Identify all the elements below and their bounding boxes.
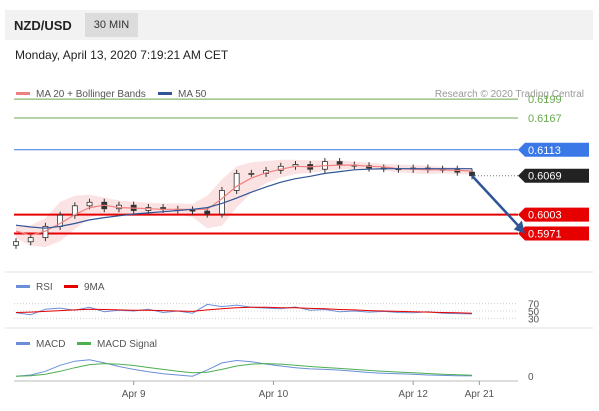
macd-line bbox=[15, 359, 473, 377]
macd-signal-line bbox=[15, 363, 473, 377]
level-label-tag bbox=[518, 226, 589, 241]
candle-body bbox=[469, 171, 475, 177]
x-tick-label: Apr 21 bbox=[465, 389, 495, 400]
datetime-label: Monday, April 13, 2020 7:19:21 AM CET bbox=[15, 48, 229, 62]
candle-body bbox=[86, 201, 93, 207]
rsi-legend-label: RSI bbox=[36, 282, 53, 293]
level-label: 0.6069 bbox=[528, 171, 562, 183]
rsi-tick-label: 70 bbox=[528, 300, 540, 311]
x-tick-label: Apr 12 bbox=[398, 389, 428, 400]
candle-body bbox=[248, 172, 255, 175]
rsi-legend-swatch bbox=[16, 285, 30, 288]
projection-arrow bbox=[471, 174, 523, 231]
x-tick-label: Apr 10 bbox=[259, 389, 289, 400]
rsi-ma-legend-swatch bbox=[64, 285, 78, 288]
price-panel: 0.6199 0.6167 0.6113 0.6069 0.6003 0.5971 bbox=[13, 94, 589, 249]
ma20-legend-swatch bbox=[16, 92, 30, 95]
level-label-tag bbox=[518, 142, 589, 157]
level-label: 0.6003 bbox=[528, 210, 562, 222]
candle-body bbox=[13, 241, 19, 246]
macd-signal-legend-swatch bbox=[77, 342, 91, 345]
candle-body bbox=[189, 209, 196, 212]
level-label-tag bbox=[518, 207, 589, 222]
chart-header: NZD/USD 30 MIN bbox=[5, 10, 593, 40]
candle-body bbox=[204, 210, 211, 215]
macd-tick-label: 0 bbox=[528, 372, 534, 383]
rsi-ma-line bbox=[15, 306, 473, 314]
macd-signal-legend-label: MACD Signal bbox=[97, 339, 157, 350]
level-label: 0.5971 bbox=[528, 228, 562, 240]
rsi-line bbox=[15, 303, 473, 316]
pair-title: NZD/USD bbox=[14, 18, 72, 33]
x-tick-label: Apr 9 bbox=[122, 389, 146, 400]
timeframe-badge[interactable]: 30 MIN bbox=[85, 13, 138, 37]
ma50-legend-swatch bbox=[158, 92, 172, 95]
level-label-tag bbox=[518, 168, 589, 183]
ma50-legend-label: MA 50 bbox=[178, 89, 207, 100]
rsi-tick-label: 50 bbox=[528, 307, 540, 318]
level-label: 0.6199 bbox=[528, 94, 562, 106]
candle-body bbox=[27, 237, 34, 243]
candle-body bbox=[233, 172, 240, 191]
macd-legend-label: MACD bbox=[36, 339, 65, 350]
projection-arrowhead bbox=[513, 220, 525, 234]
macd-legend-swatch bbox=[16, 342, 30, 345]
ma50-line bbox=[15, 168, 472, 229]
macd-panel: 0 Apr 9 Apr 10 Apr 12 Apr 21 bbox=[14, 359, 534, 400]
rsi-tick-label: 30 bbox=[528, 314, 540, 325]
ma20-legend-label: MA 20 + Bollinger Bands bbox=[36, 89, 146, 100]
rsi-ma-legend-label: 9MA bbox=[84, 282, 105, 293]
level-label: 0.6113 bbox=[528, 145, 561, 157]
research-credit: Research © 2020 Trading Central bbox=[435, 89, 584, 100]
level-label: 0.6167 bbox=[528, 113, 562, 125]
